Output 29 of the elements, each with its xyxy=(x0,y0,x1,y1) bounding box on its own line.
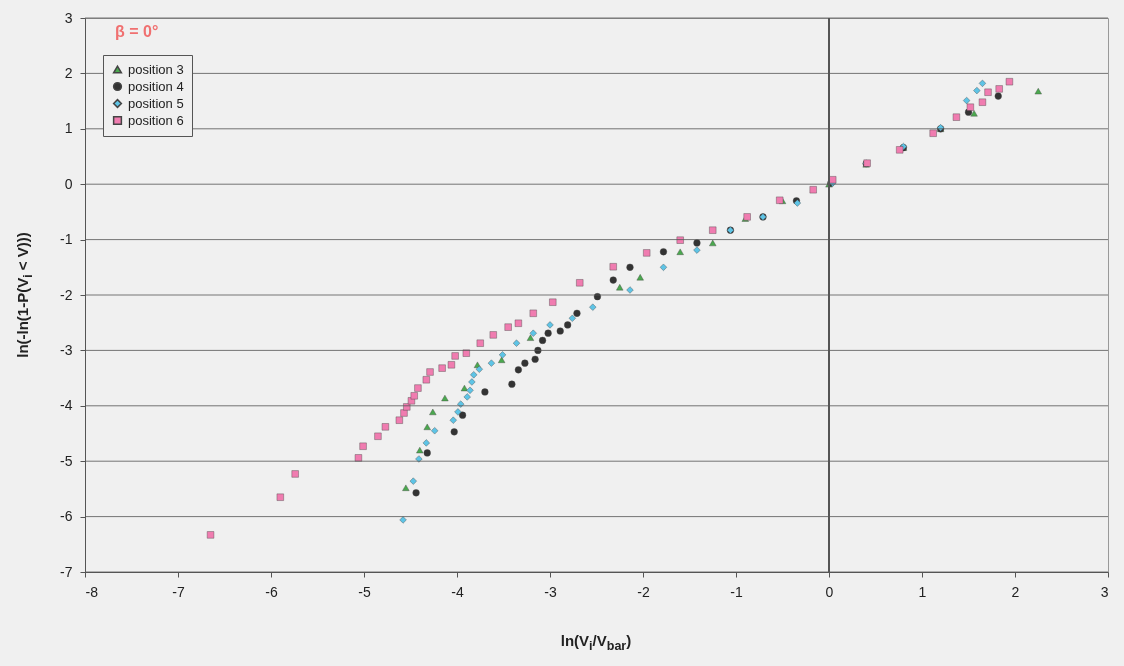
legend-label: position 4 xyxy=(128,78,184,94)
x-tick-label: -2 xyxy=(637,583,650,600)
x-tick-label: -1 xyxy=(730,583,743,600)
x-tick-label: 3 xyxy=(1100,583,1109,600)
y-tick-label: -7 xyxy=(60,563,73,580)
x-tick-label: -6 xyxy=(265,583,278,600)
annotation: β = 0° xyxy=(115,23,159,40)
x-tick-label: 0 xyxy=(825,583,834,600)
y-tick-label: 2 xyxy=(64,64,73,81)
y-tick-label: -2 xyxy=(60,286,73,303)
legend-label: position 5 xyxy=(128,95,184,111)
x-tick-label: -7 xyxy=(172,583,185,600)
y-tick-label: 1 xyxy=(64,120,73,137)
x-tick-label: -4 xyxy=(451,583,464,600)
y-tick-label: -3 xyxy=(60,341,73,358)
legend-label: position 3 xyxy=(128,61,184,77)
x-tick-label: -3 xyxy=(544,583,557,600)
x-tick-label: 2 xyxy=(1011,583,1020,600)
y-tick-label: -1 xyxy=(60,231,73,248)
y-tick-label: 0 xyxy=(64,175,73,192)
x-axis-title: ln(V$_{i}$/V$_{bar}$) xyxy=(560,632,632,653)
x-tick-label: -8 xyxy=(85,583,99,600)
x-tick-label: 1 xyxy=(918,583,927,600)
y-tick-label: -6 xyxy=(60,508,73,525)
x-tick-label: -5 xyxy=(358,583,371,600)
y-tick-label: -5 xyxy=(60,452,73,469)
y-tick-label: 3 xyxy=(64,9,73,26)
legend-label: position 6 xyxy=(128,112,184,128)
y-tick-label: -4 xyxy=(60,397,73,414)
